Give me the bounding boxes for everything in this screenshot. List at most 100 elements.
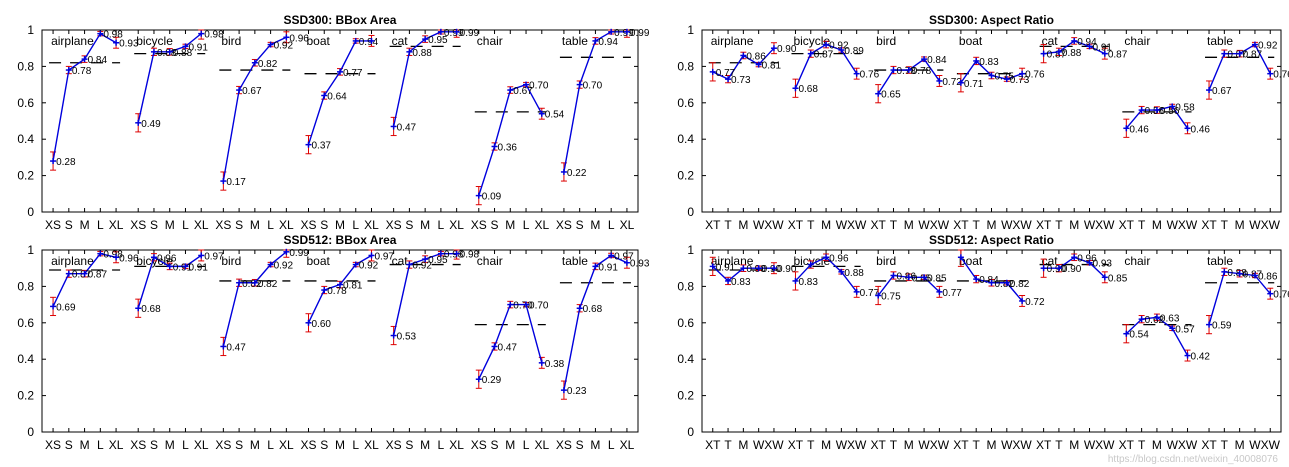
- data-label: 0.89: [844, 46, 864, 57]
- x-tick-label: S: [405, 438, 413, 452]
- x-tick-label: T: [890, 438, 898, 452]
- x-tick-label: S: [405, 218, 413, 232]
- data-label: 0.93: [1093, 259, 1113, 270]
- plot-frame: [41, 29, 639, 213]
- y-tick-label: 0.2: [17, 169, 34, 183]
- data-label: 0.92: [274, 261, 294, 272]
- data-label: 0.98: [103, 30, 123, 41]
- data-label: 0.53: [397, 332, 417, 343]
- data-label: 0.88: [844, 268, 864, 279]
- data-label: 0.70: [529, 81, 549, 92]
- x-tick-label: L: [182, 438, 189, 452]
- x-tick-label: XS: [130, 218, 146, 232]
- x-tick-label: XL: [364, 218, 379, 232]
- data-label: 0.65: [881, 90, 901, 101]
- x-tick-label: XS: [471, 218, 487, 232]
- category-label: chair: [477, 254, 503, 268]
- data-label: 0.68: [583, 304, 603, 315]
- x-tick-label: M: [987, 218, 997, 232]
- data-label: 0.82: [258, 59, 278, 70]
- x-tick-label: W: [753, 438, 765, 452]
- data-label: 0.94: [598, 37, 618, 48]
- data-label: 0.17: [226, 177, 246, 188]
- data-label: 0.76: [1025, 70, 1045, 81]
- data-label: 0.23: [567, 386, 587, 397]
- data-label: 0.85: [1108, 273, 1128, 284]
- x-tick-label: S: [235, 438, 243, 452]
- y-tick-label: 0: [27, 425, 34, 439]
- category-label: table: [1207, 254, 1233, 268]
- category-label: boat: [306, 254, 330, 268]
- x-tick-label: XT: [705, 438, 721, 452]
- y-tick-label: 0: [27, 205, 34, 219]
- data-label: 0.83: [731, 277, 751, 288]
- data-label: 0.75: [881, 292, 901, 303]
- x-tick-label: XT: [1036, 218, 1052, 232]
- y-tick-label: 0.4: [17, 352, 34, 366]
- data-label: 0.83: [979, 57, 999, 68]
- data-label: 0.98: [204, 30, 224, 41]
- data-label: 0.92: [274, 41, 294, 52]
- x-tick-label: XL: [194, 438, 209, 452]
- x-tick-label: S: [150, 218, 158, 232]
- category-label: airplane: [51, 254, 94, 268]
- data-label: 0.78: [327, 286, 347, 297]
- x-tick-label: M: [505, 218, 515, 232]
- y-tick-label: 0.8: [677, 279, 694, 293]
- x-tick-label: XW: [1095, 438, 1115, 452]
- x-tick-label: T: [1221, 438, 1229, 452]
- data-label: 0.71: [964, 79, 984, 90]
- data-label: 0.88: [157, 48, 177, 59]
- data-label: 0.38: [545, 359, 565, 370]
- data-label: 0.54: [1129, 330, 1149, 341]
- data-label: 0.99: [614, 28, 634, 39]
- data-label: 0.99: [289, 248, 309, 259]
- data-label: 0.67: [242, 86, 262, 97]
- data-label: 0.83: [798, 277, 818, 288]
- data-label: 0.92: [1258, 41, 1278, 52]
- data-label: 0.72: [1025, 297, 1045, 308]
- x-tick-label: T: [807, 438, 815, 452]
- x-tick-label: XT: [1119, 218, 1135, 232]
- x-tick-label: W: [836, 218, 848, 232]
- y-tick-label: 0.4: [17, 132, 34, 146]
- x-tick-label: M: [1235, 438, 1245, 452]
- category-label: boat: [959, 34, 983, 48]
- data-label: 0.62: [1145, 315, 1165, 326]
- category-group: XT T M W XW boat 0.71 0.83 0.750.730.76: [953, 30, 1045, 232]
- data-label: 0.96: [1077, 253, 1097, 264]
- x-tick-label: XL: [279, 218, 294, 232]
- data-label: 0.73: [731, 75, 751, 86]
- data-label: 0.99: [444, 28, 464, 39]
- x-tick-label: XL: [620, 218, 635, 232]
- category-group: XS S M L XL airplane 0.28 0.780.84 0.980.93: [45, 30, 139, 232]
- data-label: 0.72: [942, 77, 962, 88]
- data-label: 0.68: [141, 304, 161, 315]
- data-label: 0.59: [1212, 321, 1232, 332]
- y-tick-label: 0.8: [677, 59, 694, 73]
- x-tick-label: T: [1138, 218, 1146, 232]
- data-label: 0.91: [173, 262, 193, 273]
- x-tick-label: L: [267, 438, 274, 452]
- x-tick-label: XS: [130, 438, 146, 452]
- category-group: XT T M W XW bicycle 0.68 0.870.920.89 0.76: [788, 30, 880, 232]
- y-tick-label: 0.6: [17, 316, 34, 330]
- x-tick-label: XL: [449, 438, 464, 452]
- data-label: 0.98: [444, 250, 464, 261]
- category-label: cat: [392, 34, 409, 48]
- x-tick-label: XL: [620, 438, 635, 452]
- data-label: 0.78: [896, 66, 916, 77]
- data-label: 0.87: [1243, 50, 1263, 61]
- y-tick-label: 0.8: [17, 279, 34, 293]
- x-tick-label: M: [420, 438, 430, 452]
- x-tick-label: M: [1152, 218, 1162, 232]
- x-tick-label: XT: [953, 218, 969, 232]
- data-label: 0.96: [157, 253, 177, 264]
- x-tick-label: L: [97, 218, 104, 232]
- x-tick-label: XS: [45, 438, 61, 452]
